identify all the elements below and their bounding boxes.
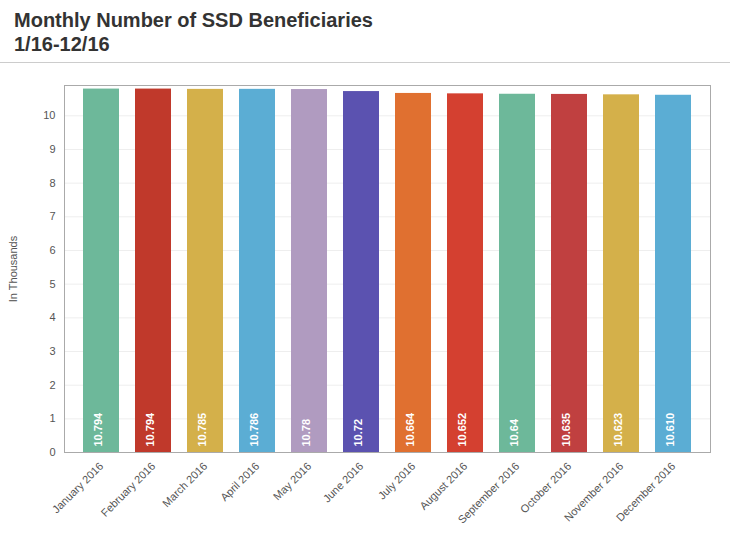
svg-text:February 2016: February 2016 bbox=[98, 460, 157, 519]
svg-text:October 2016: October 2016 bbox=[518, 460, 574, 516]
svg-text:December 2016: December 2016 bbox=[614, 460, 678, 524]
svg-text:10.652: 10.652 bbox=[456, 413, 468, 447]
svg-text:10.64: 10.64 bbox=[508, 418, 520, 446]
svg-text:10.785: 10.785 bbox=[196, 413, 208, 447]
svg-text:6: 6 bbox=[49, 244, 55, 256]
svg-text:7: 7 bbox=[49, 210, 55, 222]
svg-text:April 2016: April 2016 bbox=[218, 460, 262, 504]
svg-text:10.635: 10.635 bbox=[560, 413, 572, 447]
svg-text:In Thousands: In Thousands bbox=[7, 235, 19, 302]
svg-text:8: 8 bbox=[49, 177, 55, 189]
svg-text:9: 9 bbox=[49, 143, 55, 155]
svg-text:10.72: 10.72 bbox=[352, 419, 364, 447]
svg-text:10.610: 10.610 bbox=[664, 413, 676, 447]
svg-text:September 2016: September 2016 bbox=[455, 460, 521, 526]
svg-text:June 2016: June 2016 bbox=[321, 460, 366, 505]
svg-text:10.794: 10.794 bbox=[92, 412, 104, 447]
html-text:Monthly Number of SSD Benefici: Monthly Number of SSD Beneficiaries 1/16… bbox=[14, 9, 373, 55]
svg-text:10.786: 10.786 bbox=[248, 413, 260, 447]
svg-text:November 2016: November 2016 bbox=[561, 459, 626, 524]
svg-text:3: 3 bbox=[49, 345, 55, 357]
svg-text:10.78: 10.78 bbox=[300, 419, 312, 447]
svg-text:5: 5 bbox=[49, 278, 55, 290]
svg-text:10: 10 bbox=[43, 109, 55, 121]
svg-text:10.623: 10.623 bbox=[612, 413, 624, 447]
svg-text:July 2016: July 2016 bbox=[376, 460, 418, 502]
svg-text:2: 2 bbox=[49, 379, 55, 391]
svg-text:4: 4 bbox=[49, 311, 55, 323]
svg-text:10.664: 10.664 bbox=[404, 412, 416, 447]
svg-text:March 2016: March 2016 bbox=[160, 460, 210, 510]
svg-text:January 2016: January 2016 bbox=[50, 460, 106, 516]
svg-text:August 2016: August 2016 bbox=[417, 460, 469, 512]
svg-text:10.794: 10.794 bbox=[144, 412, 156, 447]
svg-text:1: 1 bbox=[49, 412, 55, 424]
svg-text:May 2016: May 2016 bbox=[271, 460, 314, 503]
svg-text:0: 0 bbox=[49, 446, 55, 458]
